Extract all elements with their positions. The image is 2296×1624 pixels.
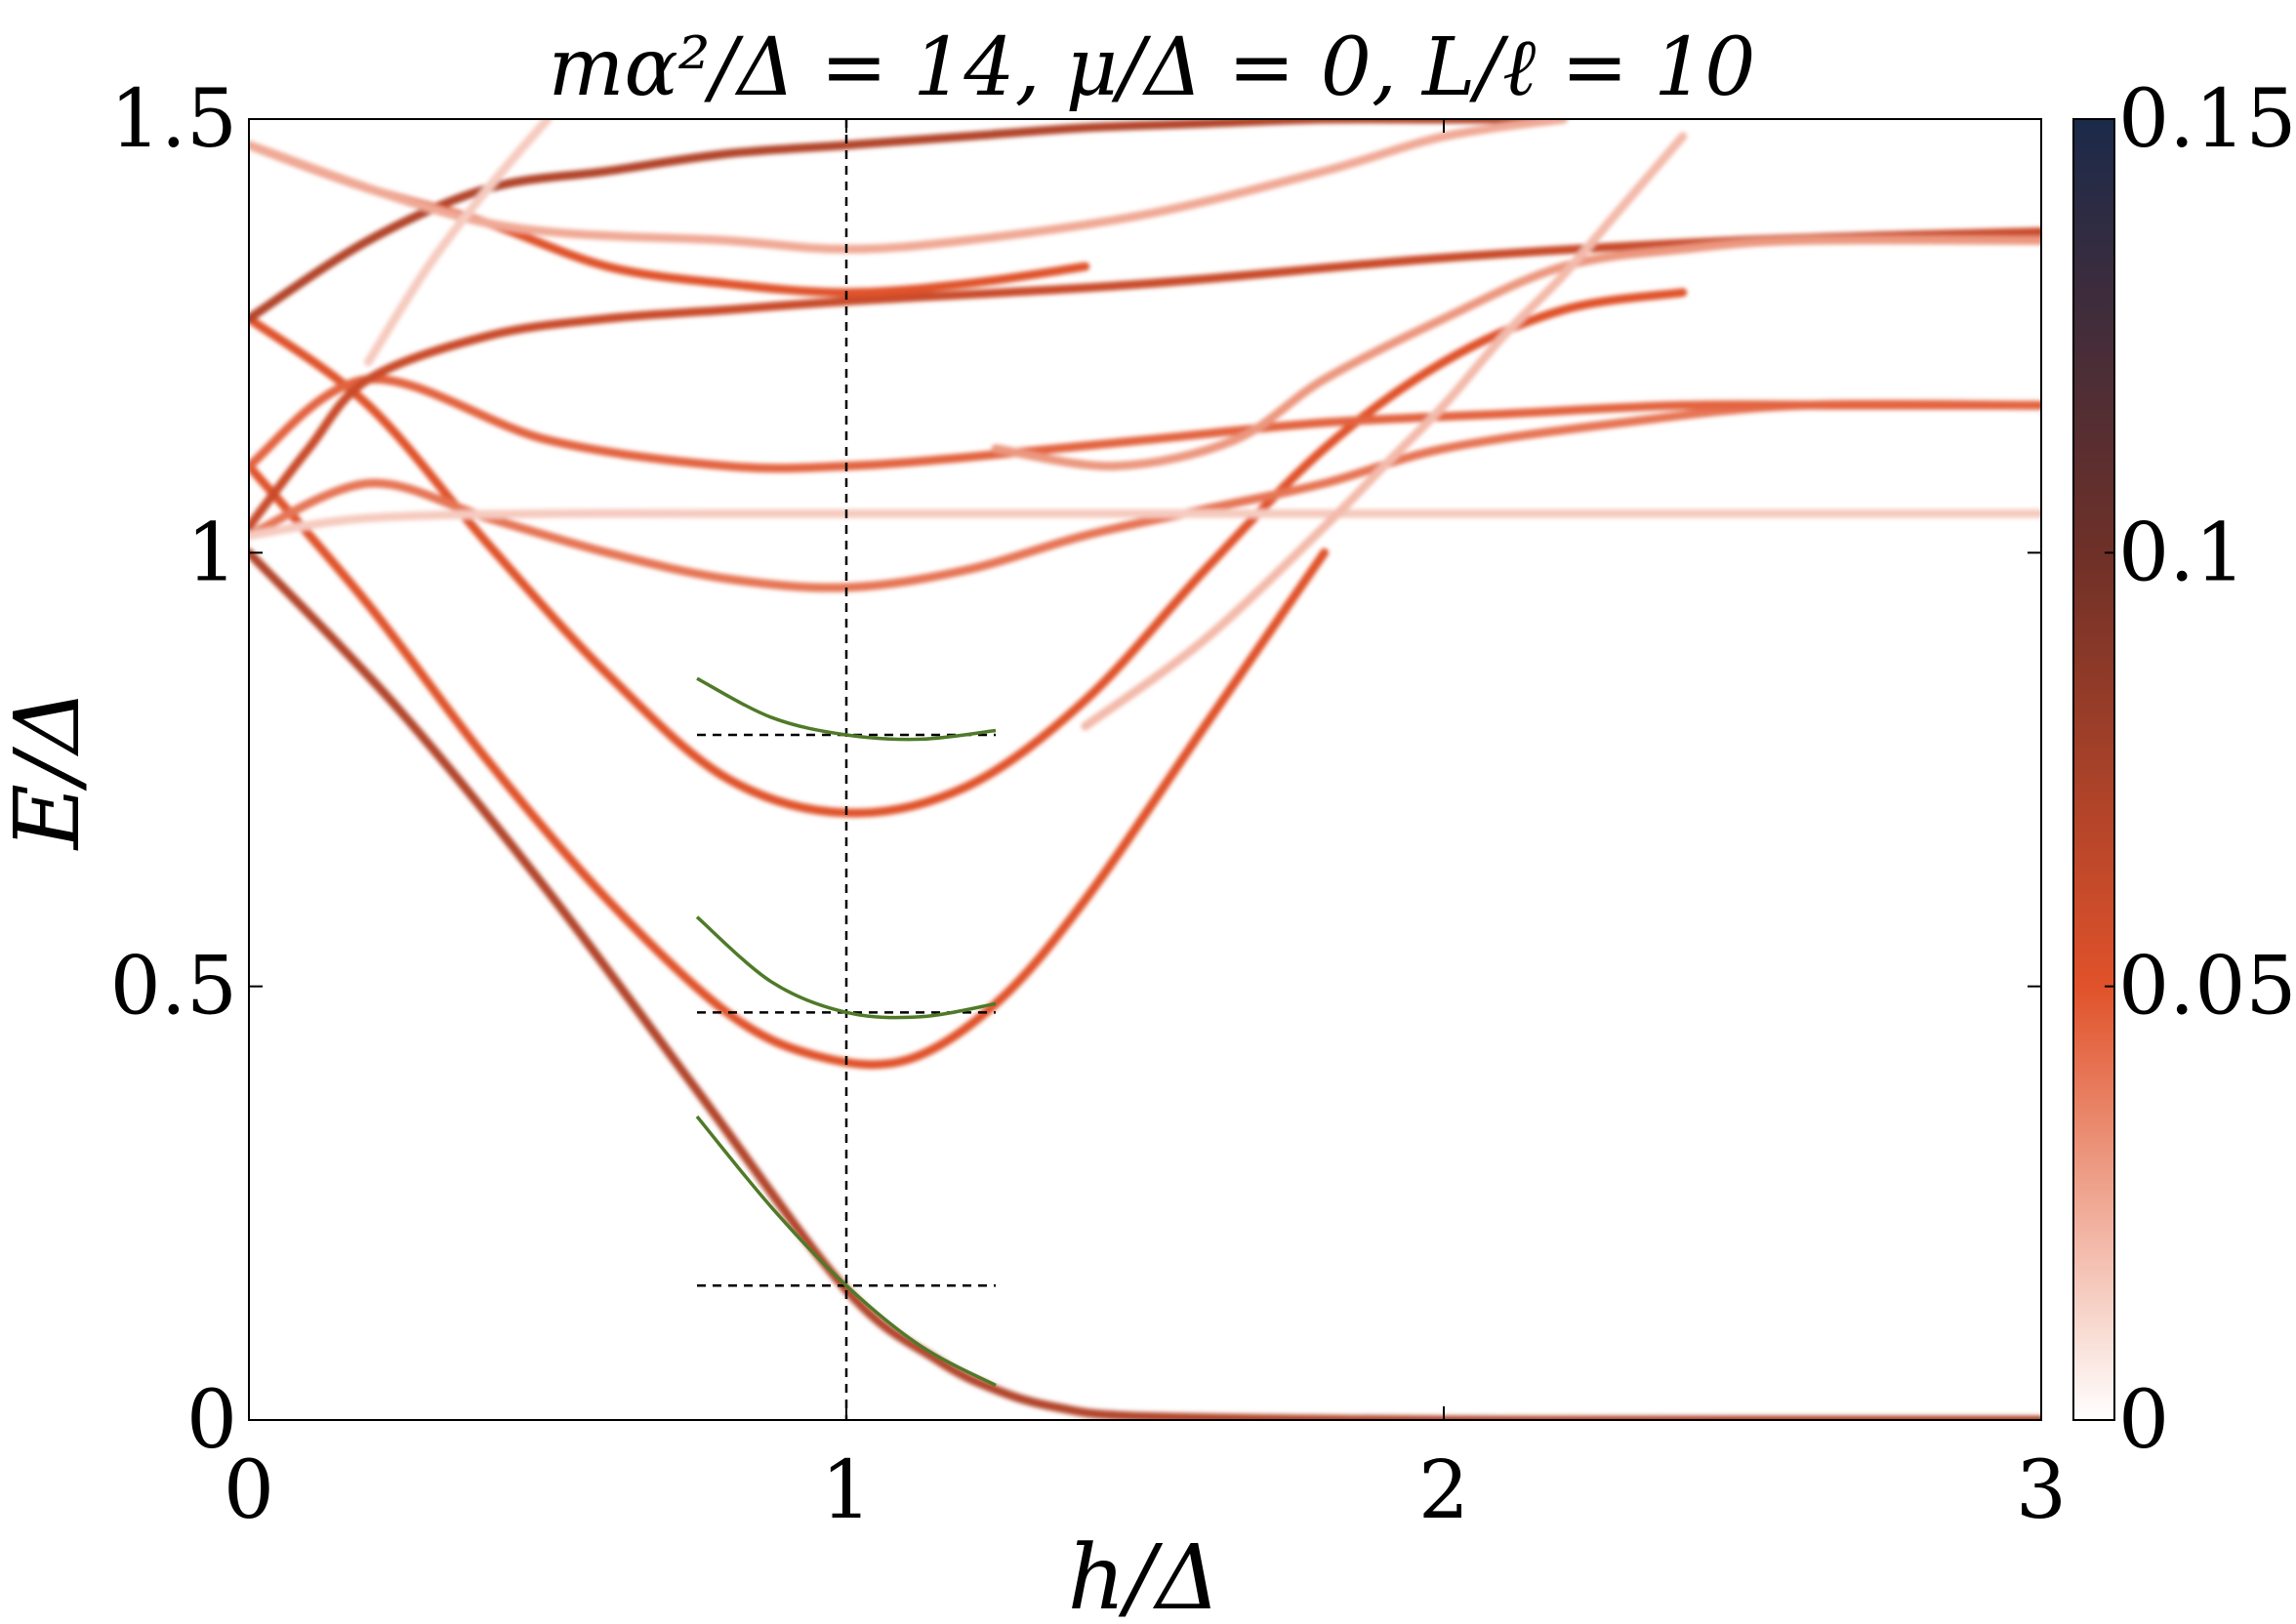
plot-frame [248, 118, 2042, 1421]
spectral-band [249, 548, 2041, 1420]
spectral-band [1081, 132, 1688, 731]
approximation-curve [695, 915, 997, 1020]
bands-layer [249, 119, 2041, 1420]
colorbar-tick-label: 0.05 [2118, 941, 2296, 1034]
approximation-curve [696, 676, 997, 742]
y-tick-label: 1 [186, 507, 237, 599]
spectral-band [249, 508, 2041, 541]
y-axis-label: E/Δ [0, 689, 100, 852]
spectral-band [249, 119, 1568, 323]
spectral-band [249, 374, 2041, 473]
approximation-curve [695, 1115, 997, 1388]
y-tick-label: 1.5 [110, 73, 237, 166]
x-tick-label: 0 [224, 1444, 274, 1537]
colorbar-ticks: 0 0.05 0.1 0.15 [2105, 73, 2296, 1467]
spectral-band [363, 119, 553, 367]
spectral-band [249, 399, 2041, 592]
spectral-band [991, 235, 2041, 471]
y-tick-label: 0.5 [110, 941, 237, 1034]
colorbar-gradient [2072, 118, 2115, 1421]
x-tick-label: 2 [1418, 1444, 1469, 1537]
colorbar-tick-label: 0 [2118, 1374, 2169, 1467]
overlay-layer [695, 119, 997, 1420]
plot-area [248, 118, 2042, 1421]
plot-background [249, 119, 2041, 1420]
y-axis: 0 0.5 1 1.5 [110, 73, 2041, 1467]
x-axis: 0 1 2 3 [224, 119, 2067, 1537]
colorbar-tick-label: 0.15 [2118, 73, 2296, 166]
x-tick-label: 3 [2016, 1444, 2067, 1537]
x-tick-label: 1 [821, 1444, 872, 1537]
spectral-band [249, 288, 1688, 818]
spectral-band [249, 462, 1330, 1070]
x-axis-label: h/Δ [1068, 1525, 1221, 1624]
y-tick-label: 0 [186, 1374, 237, 1467]
chart-title: mα²/Δ = 14, μ/Δ = 0, L/ℓ = 10 [549, 21, 1756, 114]
colorbar-tick-label: 0.1 [2118, 507, 2245, 599]
spectral-band [249, 119, 1568, 254]
colorbar: 0 0.05 0.1 0.15 [2072, 73, 2296, 1467]
spectral-band [249, 227, 2041, 532]
